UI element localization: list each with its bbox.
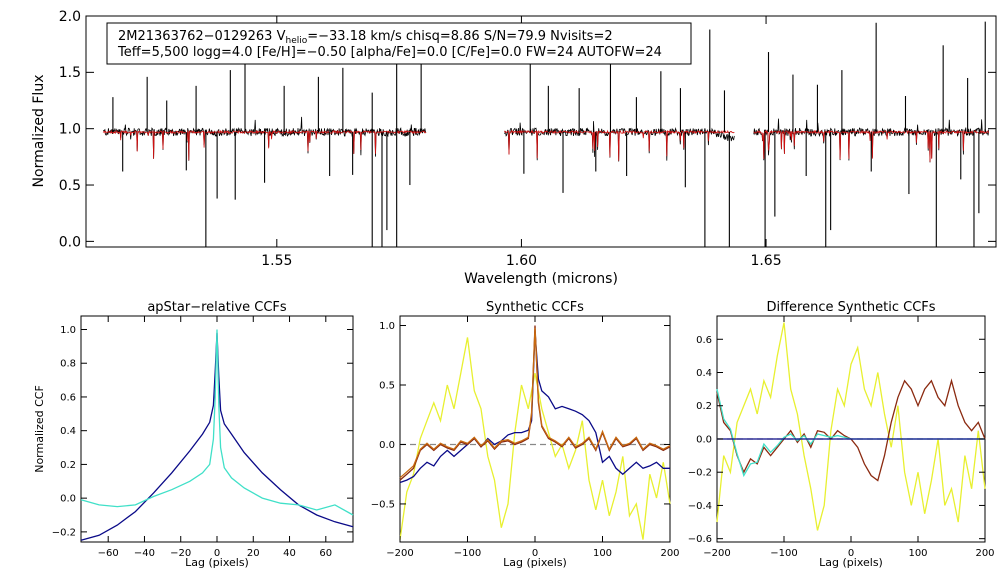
ccf2-frame (399, 315, 671, 543)
y-tick-label: 0.2 (60, 460, 76, 471)
annotation-subscript: helio (285, 36, 307, 46)
x-tick-label: 0 (848, 548, 854, 559)
ccf3-ticks: −200 −100 0 100 200 −0.6 −0.4 −0.2 0.0 0.2 0.4 0.6 (688, 316, 995, 559)
x-tick-label: 200 (660, 548, 679, 559)
y-tick-label: 0.0 (60, 494, 76, 505)
ccf1-ylabel: Normalized CCF (33, 385, 46, 473)
spectrum-series-group (102, 21, 990, 247)
ccf1-series-group (80, 329, 354, 541)
x-tick-label: −100 (770, 548, 797, 559)
x-tick-label: −20 (170, 548, 191, 559)
ccf-series-brown (716, 378, 986, 482)
annotation-star-id: 2M21363762−0129263 V (118, 29, 286, 44)
y-tick-label: 0.6 (60, 392, 76, 403)
annotation-stats: =−33.18 km/s chisq=8.86 S/N=79.9 Nvisits… (307, 29, 612, 44)
spectrum-ylabel: Normalized Flux (31, 75, 47, 188)
x-tick-label: −200 (386, 548, 413, 559)
x-tick-label: −100 (454, 548, 481, 559)
y-tick-label: 0.0 (59, 234, 81, 250)
y-tick-label: 0.2 (696, 401, 712, 412)
y-tick-label: −0.4 (688, 501, 712, 512)
y-tick-label: 0.4 (60, 426, 76, 437)
ccf-series-yellow (399, 337, 671, 540)
ccf-series-cyan (716, 388, 985, 478)
ccf-series-cyan (80, 329, 354, 516)
y-tick-label: 1.0 (59, 122, 81, 138)
x-tick-label: 60 (319, 548, 332, 559)
x-tick-label: 100 (593, 548, 612, 559)
ccf-panel-synthetic: Synthetic CCFs Lag (pixels) −200 −100 0 100… (371, 300, 680, 569)
x-tick-label: −200 (703, 548, 730, 559)
ccf-panel-difference: Difference Synthetic CCFs Lag (pixels) −… (688, 300, 995, 569)
y-tick-label: 0.4 (696, 368, 712, 379)
observed-spectrum-line (503, 121, 735, 162)
x-tick-label: 0 (214, 548, 220, 559)
y-tick-label: 0.0 (696, 434, 712, 445)
annotation-line-2: Teff=5,500 logg=4.0 [Fe/H]=−0.50 [alpha/… (117, 45, 662, 60)
ccf3-frame (716, 315, 986, 543)
ccf2-series-group (399, 325, 671, 540)
spectrum-xlabel: Wavelength (microns) (464, 271, 618, 287)
ccf1-xlabel: Lag (pixels) (185, 556, 249, 569)
ccf2-xlabel: Lag (pixels) (503, 556, 567, 569)
ccf3-series-group (716, 322, 986, 531)
x-tick-label: 0 (532, 548, 538, 559)
y-tick-label: 0.8 (60, 359, 76, 370)
y-tick-label: 1.0 (60, 325, 76, 336)
y-tick-label: 0.6 (696, 335, 712, 346)
ccf1-ticks: −60 −40 −20 0 20 40 60 −0.2 0.0 0.2 0.4 0.6 0.8 1.0 (52, 316, 353, 559)
x-tick-label: −60 (98, 548, 119, 559)
ccf3-xlabel: Lag (pixels) (819, 556, 883, 569)
ccf-series-brown (399, 325, 671, 481)
x-tick-label: 20 (247, 548, 260, 559)
y-tick-label: 2.0 (59, 9, 81, 25)
ccf-series-orange (399, 327, 671, 479)
ccf2-title: Synthetic CCFs (486, 300, 584, 315)
x-tick-label: 1.55 (261, 253, 292, 269)
annotation-box (106, 22, 692, 65)
x-tick-label: 40 (283, 548, 296, 559)
y-tick-label: 0.5 (379, 380, 395, 391)
spectrum-ticks: 1.55 1.60 1.65 0.0 0.5 1.0 1.5 2.0 (59, 9, 996, 269)
ccf-series-navy (399, 331, 670, 484)
ccf1-title: apStar−relative CCFs (147, 300, 287, 315)
model-spectrum-line (503, 129, 735, 161)
y-tick-label: −0.6 (688, 534, 712, 545)
spectrum-panel: 1.55 1.60 1.65 0.0 0.5 1.0 1.5 2.0 2M21363762−0… (31, 9, 997, 287)
annotation-line-1: 2M21363762−0129263 Vhelio=−33.18 km/s ch… (118, 29, 613, 46)
y-tick-label: 0.0 (379, 440, 395, 451)
y-tick-label: 0.5 (59, 178, 81, 194)
spectrum-frame (85, 15, 997, 248)
y-tick-label: 1.5 (59, 65, 81, 81)
ccf-series-yellow (716, 322, 986, 531)
x-tick-label: 1.60 (506, 253, 537, 269)
ccf-panel-apstar: apStar−relative CCFs Lag (pixels) Normal… (33, 300, 354, 569)
x-tick-label: 200 (975, 548, 994, 559)
x-tick-label: 1.65 (750, 253, 781, 269)
ccf3-title: Difference Synthetic CCFs (766, 300, 935, 315)
ccf2-ticks: −200 −100 0 100 200 −0.5 0.0 0.5 1.0 (371, 316, 680, 559)
x-tick-label: −40 (134, 548, 155, 559)
y-tick-label: −0.2 (52, 527, 76, 538)
y-tick-label: 1.0 (379, 321, 395, 332)
y-tick-label: −0.5 (371, 499, 395, 510)
model-spectrum-line (753, 129, 990, 162)
y-tick-label: −0.2 (688, 468, 712, 479)
x-tick-label: 100 (908, 548, 927, 559)
